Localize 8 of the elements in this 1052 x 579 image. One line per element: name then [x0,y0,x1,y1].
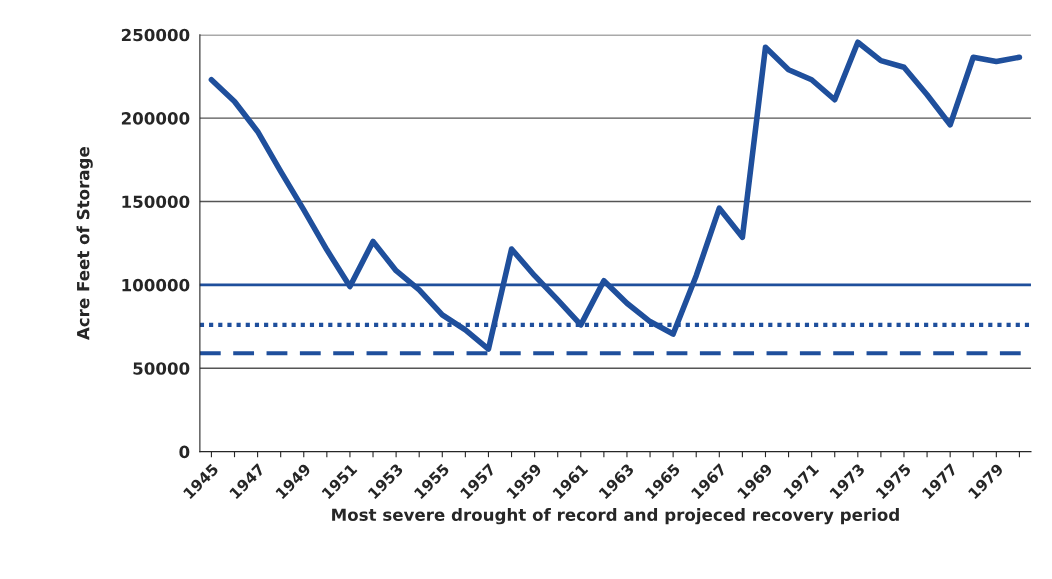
y-tick-label: 150000 [122,195,190,209]
y-axis-title: Acre Feet of Storage [76,147,93,341]
y-tick-label: 200000 [121,112,190,125]
y-tick-label: 250000 [121,28,190,42]
y-tick-label: 50000 [133,362,190,375]
y-tick-label: 100000 [122,278,190,292]
y-tick-label: 0 [179,445,190,459]
x-axis-title: Most severe drought of record and projeced recovery period [332,508,899,525]
